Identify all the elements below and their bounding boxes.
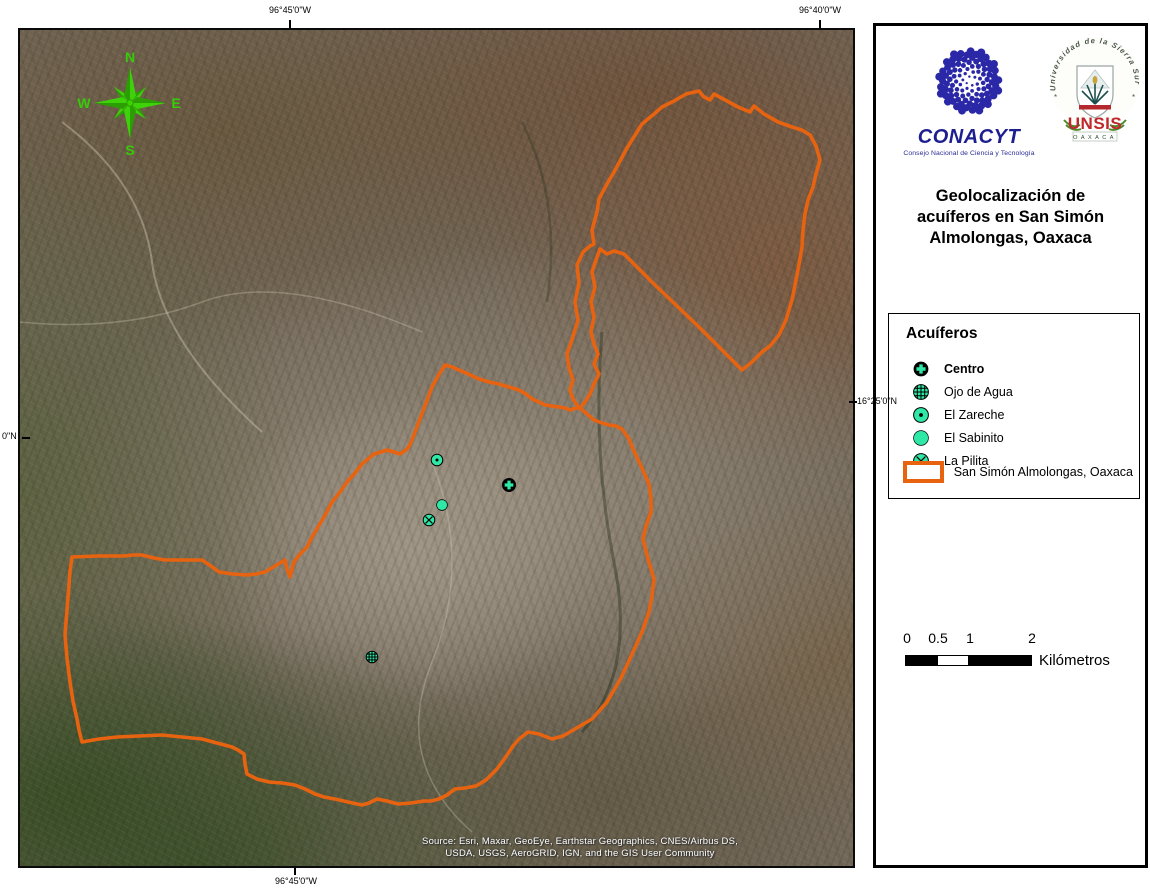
conacyt-logo: CONACYT Consejo Nacional de Ciencia y Te… <box>894 42 1044 157</box>
aquifer-markers-layer <box>365 453 516 664</box>
map-title-block: Geolocalización de acuíferos en San Simó… <box>876 186 1145 249</box>
map-overlay: N S E W <box>20 49 822 833</box>
boundary-path <box>63 89 822 807</box>
legend-item-ojo-de-agua: Ojo de Agua <box>906 380 1131 403</box>
marker-el-sabinito <box>436 499 448 511</box>
compass-label-e: E <box>171 95 180 111</box>
coord-label-top-left: 96°45'0"W <box>268 5 312 15</box>
marker-la-pilita <box>422 513 436 527</box>
compass-label-n: N <box>125 49 135 65</box>
layout-side-panel: CONACYT Consejo Nacional de Ciencia y Te… <box>873 23 1148 868</box>
legend-item-label: El Sabinito <box>944 430 1004 445</box>
legend-item-boundary: San Simón Almolongas, Oaxaca <box>903 461 1133 483</box>
legend-item-label: Centro <box>944 361 985 376</box>
unsis-acronym: UNSIS <box>1068 114 1122 133</box>
marker-centro <box>502 478 516 492</box>
satellite-basemap <box>20 30 853 866</box>
legend-item-label: Ojo de Agua <box>944 384 1013 399</box>
grid-circle-icon <box>906 383 936 401</box>
conacyt-name: CONACYT <box>917 126 1021 148</box>
graticule-tick <box>294 868 296 875</box>
unsis-leaves <box>1063 119 1127 131</box>
unsis-corn <box>1092 76 1098 84</box>
marker-el-zareche <box>430 453 444 467</box>
legend-item-el-zareche: El Zareche <box>906 403 1131 426</box>
attribution-line2: USDA, USGS, AeroGRID, IGN, and the GIS U… <box>445 848 715 859</box>
compass-star <box>94 67 166 139</box>
marker-ojo-de-agua <box>365 650 379 664</box>
map-title: Geolocalización de acuíferos en San Simó… <box>916 187 1105 248</box>
coord-label-right: 16°25'0"N <box>857 396 898 406</box>
legend-item-centro: Centro <box>906 357 1131 380</box>
compass-rose-icon: N S E W <box>77 49 180 158</box>
compass-label-w: W <box>77 95 91 111</box>
legend-title: Acuíferos <box>906 325 978 342</box>
scale-segment <box>969 656 1031 665</box>
legend-box: Acuíferos Centro Ojo de Agua El Zareche El … <box>888 313 1140 499</box>
unsis-banner <box>1079 105 1111 110</box>
scale-unit-label: Kilómetros <box>1039 652 1110 669</box>
legend-item-label: La Pilita <box>944 453 989 468</box>
scale-bar-segments <box>905 655 1032 666</box>
circle-icon <box>906 429 936 447</box>
graticule-tick <box>22 437 30 439</box>
legend-item-label: El Zareche <box>944 407 1005 422</box>
compass-label-s: S <box>125 142 134 158</box>
conacyt-tagline: Consejo Nacional de Ciencia y Tecnología <box>903 150 1035 157</box>
coord-label-left: 0"N <box>2 431 17 441</box>
scale-tick-2: 2 <box>1028 630 1036 646</box>
basemap-attribution: Source: Esri, Maxar, GeoEye, Earthstar G… <box>300 836 853 860</box>
roads-layer <box>20 121 622 833</box>
legend-boundary-label: San Simón Almolongas, Oaxaca <box>953 465 1133 479</box>
legend-items: Centro Ojo de Agua El Zareche El Sabinito La… <box>906 357 1131 472</box>
legend-item-el-sabinito: El Sabinito <box>906 426 1131 449</box>
unsis-maguey <box>1081 80 1109 105</box>
graticule-tick <box>289 20 291 28</box>
attribution-line1: Source: Esri, Maxar, GeoEye, Earthstar G… <box>422 836 738 847</box>
conacyt-dots-icon <box>935 47 1003 115</box>
unsis-footer: OAXACA <box>1073 135 1117 141</box>
dot-circle-icon <box>906 406 936 424</box>
unsis-star-right: * <box>1132 93 1135 102</box>
cross-circle-icon <box>906 360 936 378</box>
unsis-footer-strip <box>1072 131 1118 142</box>
scale-tick-0: 0 <box>903 630 911 646</box>
graticule-tick <box>819 20 821 28</box>
scale-tick-05: 0.5 <box>928 630 948 646</box>
unsis-star-left: * <box>1054 93 1057 102</box>
coord-label-bottom: 96°45'0"W <box>274 876 318 886</box>
unsis-logo: Universidad de la Sierra Sur * * UNSIS O… <box>1048 36 1141 142</box>
graticule-tick <box>849 401 857 403</box>
map-frame: N S E W Source: Esri, Maxar, GeoEye, Ear… <box>18 28 855 868</box>
scale-tick-1: 1 <box>966 630 974 646</box>
boundary-swatch-icon <box>903 461 944 483</box>
scale-segment <box>937 656 969 665</box>
coord-label-top-right: 96°40'0"W <box>798 5 842 15</box>
scale-segment <box>906 656 937 665</box>
